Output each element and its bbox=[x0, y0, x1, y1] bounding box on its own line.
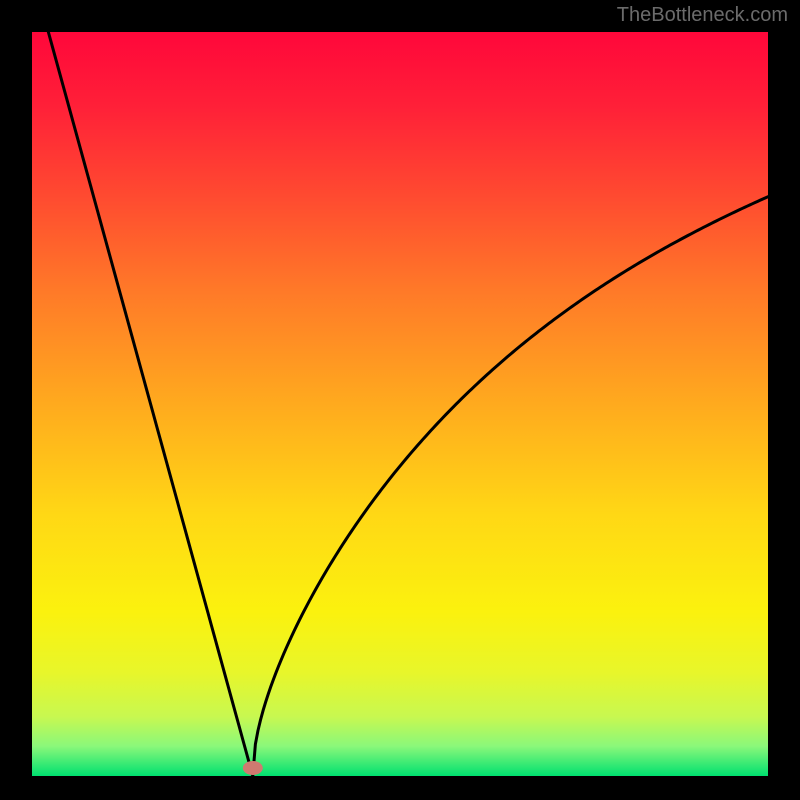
bottleneck-chart bbox=[0, 0, 800, 800]
plot-gradient-bg bbox=[32, 32, 768, 776]
chart-container: TheBottleneck.com bbox=[0, 0, 800, 800]
watermark-text: TheBottleneck.com bbox=[617, 4, 788, 27]
minimum-marker bbox=[243, 761, 263, 775]
